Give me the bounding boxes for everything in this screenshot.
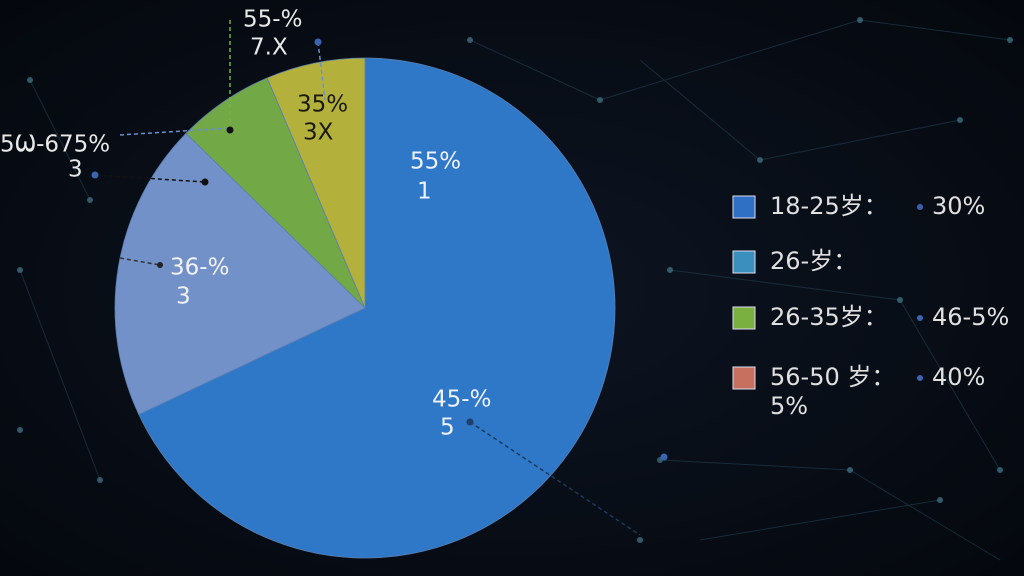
- network-dots: [17, 17, 1013, 543]
- annotation: 35%: [297, 92, 348, 118]
- leader-lines: [94, 20, 641, 536]
- pie: [114, 57, 616, 559]
- pie-slice: [266, 57, 366, 309]
- annotation: 3: [176, 284, 191, 310]
- annotation: 7.X: [250, 35, 288, 61]
- legend-note: 5%: [770, 392, 808, 420]
- legend-label: 26-35岁：: [770, 303, 888, 331]
- annotation: 55%: [410, 149, 461, 175]
- pie-slice: [114, 132, 366, 415]
- legend-label: 18-25岁：: [770, 192, 888, 220]
- legend-label: 26-岁：: [770, 247, 857, 275]
- legend-swatch: [732, 195, 756, 219]
- annotation: 45-%: [432, 387, 491, 413]
- annotation: 36-%: [170, 255, 229, 281]
- network-lines: [19, 19, 1011, 561]
- legend-note: 30%: [932, 192, 985, 220]
- legend-swatch: [732, 366, 756, 390]
- legend-dot: [917, 375, 923, 381]
- annotation: 1: [417, 179, 432, 205]
- legend-dot: [917, 315, 923, 321]
- annotation: 5: [440, 415, 455, 441]
- annotation: 3: [68, 157, 83, 183]
- pie-slice: [138, 57, 616, 559]
- legend-swatch: [732, 306, 756, 330]
- leader-dots: [91, 38, 668, 461]
- legend-label: 56-50 岁：: [770, 363, 895, 391]
- annotation: 3X: [303, 120, 334, 146]
- annotation: 55-%: [243, 7, 302, 33]
- legend: 18-25岁： 30% 26-岁： 26-35岁： 46-5% 56-50 岁： 40% 5%: [732, 192, 1009, 420]
- annotation: 5Ѡ-675%: [0, 132, 110, 158]
- legend-dot: [917, 204, 923, 210]
- legend-note: 46-5%: [932, 303, 1009, 331]
- legend-swatch: [732, 250, 756, 274]
- legend-note: 40%: [932, 363, 985, 391]
